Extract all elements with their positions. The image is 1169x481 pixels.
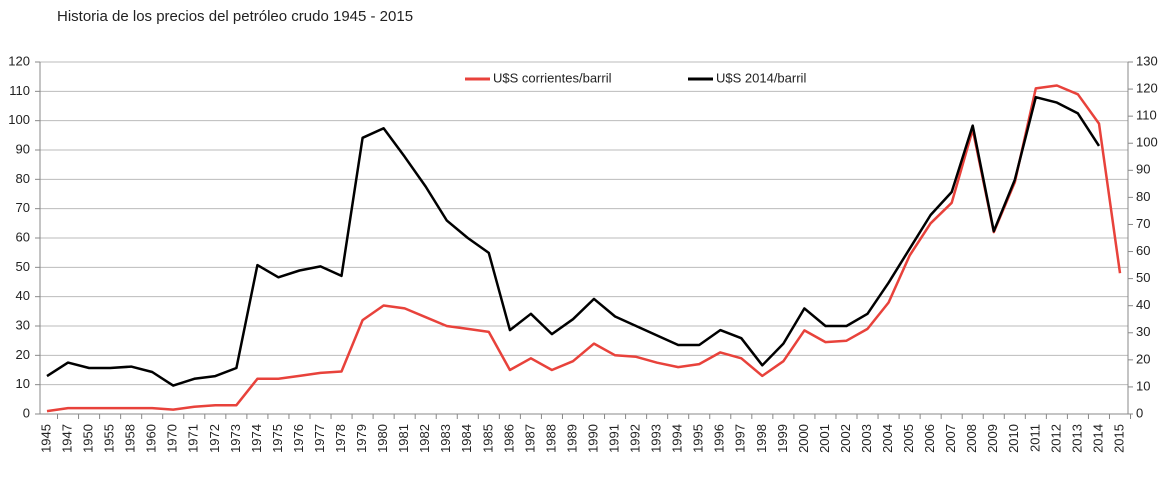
y-tick-label: 110	[9, 83, 30, 98]
y2-tick-label: 60	[1136, 243, 1150, 258]
x-tick-label: 1973	[228, 424, 243, 453]
x-tick-label: 1996	[712, 424, 727, 453]
y2-tick-label: 90	[1136, 162, 1150, 177]
x-tick-label: 1998	[754, 424, 769, 453]
x-tick-label: 1972	[207, 424, 222, 453]
series-line	[46, 84, 1122, 413]
y-tick-label: 50	[16, 259, 30, 274]
x-tick-label: 2001	[817, 424, 832, 453]
x-tick-label: 2006	[922, 424, 937, 453]
y-tick-label: 90	[16, 141, 30, 156]
y-tick-label: 0	[23, 405, 30, 420]
x-tick-label: 2003	[859, 424, 874, 453]
x-tick-label: 2004	[880, 424, 895, 453]
x-tick-label: 1997	[733, 424, 748, 453]
x-tick-label: 1995	[691, 424, 706, 453]
x-tick-label: 1978	[333, 424, 348, 453]
x-tick-label: 2011	[1027, 424, 1042, 452]
x-tick-label: 1988	[543, 424, 558, 453]
y-tick-label: 10	[16, 376, 30, 391]
y2-tick-label: 50	[1136, 270, 1150, 285]
y-tick-label: 120	[8, 53, 30, 68]
x-tick-label: 1955	[102, 424, 117, 453]
x-tick-label: 1980	[375, 424, 390, 453]
x-tick-label: 2013	[1069, 424, 1084, 453]
x-tick-label: 1992	[628, 424, 643, 453]
x-tick-label: 2009	[985, 424, 1000, 453]
y2-tick-label: 40	[1136, 297, 1150, 312]
x-tick-label: 1990	[585, 424, 600, 453]
x-tick-label: 1989	[564, 424, 579, 453]
y2-tick-label: 70	[1136, 216, 1150, 231]
chart-title: Historia de los precios del petróleo cru…	[57, 8, 413, 25]
x-tick-label: 2002	[838, 424, 853, 453]
series-line	[46, 95, 1101, 387]
x-tick-label: 1976	[291, 424, 306, 453]
y-tick-label: 40	[16, 288, 30, 303]
x-tick-label: 1986	[501, 424, 516, 453]
y2-tick-label: 80	[1136, 189, 1150, 204]
x-tick-label: 1960	[144, 424, 159, 453]
x-tick-label: 1971	[186, 424, 201, 453]
x-tick-label: 1993	[649, 424, 664, 453]
x-tick-label: 1985	[480, 424, 495, 453]
x-tick-label: 1947	[59, 424, 74, 453]
y-tick-label: 70	[16, 200, 30, 215]
y-tick-label: 100	[8, 112, 30, 127]
x-tick-label: 1945	[38, 424, 53, 453]
y2-tick-label: 20	[1136, 351, 1150, 366]
y-tick-label: 60	[16, 229, 30, 244]
x-tick-label: 1994	[670, 424, 685, 453]
x-tick-label: 2012	[1048, 424, 1063, 453]
x-tick-label: 1981	[396, 424, 411, 453]
y2-tick-label: 30	[1136, 324, 1150, 339]
x-tick-label: 1983	[438, 424, 453, 453]
x-tick-label: 1950	[81, 424, 96, 453]
y2-tick-label: 120	[1136, 81, 1158, 96]
x-tick-label: 1974	[249, 424, 264, 453]
x-tick-label: 1984	[459, 424, 474, 453]
y2-tick-label: 10	[1136, 378, 1150, 393]
x-tick-label: 2008	[964, 424, 979, 453]
y2-tick-label: 130	[1136, 53, 1158, 68]
x-tick-label: 2015	[1111, 424, 1126, 453]
x-tick-label: 1979	[354, 424, 369, 453]
x-tick-label: 2005	[901, 424, 916, 453]
x-tick-label: 1977	[312, 424, 327, 453]
x-tick-label: 1991	[606, 424, 621, 453]
x-tick-label: 2014	[1090, 424, 1105, 453]
x-tick-label: 1999	[775, 424, 790, 453]
y-tick-label: 20	[16, 347, 30, 362]
x-tick-label: 1987	[522, 424, 537, 453]
y2-tick-label: 110	[1136, 108, 1157, 123]
legend-label: U$S 2014/barril	[716, 70, 806, 85]
legend-label: U$S corrientes/barril	[493, 70, 612, 85]
x-tick-label: 1975	[270, 424, 285, 453]
y2-tick-label: 100	[1136, 135, 1158, 150]
y-tick-label: 80	[16, 171, 30, 186]
y-tick-label: 30	[16, 317, 30, 332]
x-tick-label: 2007	[943, 424, 958, 453]
x-tick-label: 1958	[123, 424, 138, 453]
x-tick-label: 2000	[796, 424, 811, 453]
x-tick-label: 1970	[165, 424, 180, 453]
x-tick-label: 2010	[1006, 424, 1021, 453]
x-tick-label: 1982	[417, 424, 432, 453]
y2-tick-label: 0	[1136, 405, 1143, 420]
